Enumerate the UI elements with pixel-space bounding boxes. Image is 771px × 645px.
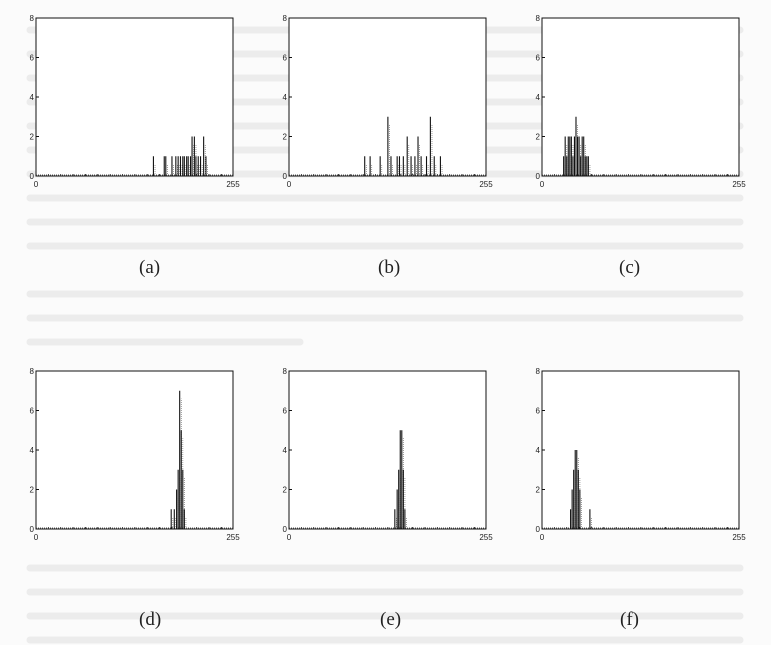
y-tick-label: 6	[283, 407, 288, 416]
y-tick-label: 2	[283, 133, 288, 142]
y-tick-label: 8	[30, 14, 35, 23]
caption-f: (f)	[620, 609, 639, 630]
y-tick-label: 8	[283, 14, 288, 23]
y-tick-label: 0	[283, 525, 288, 534]
x-tick-label: 255	[479, 533, 493, 542]
y-tick-label: 4	[536, 446, 541, 455]
y-tick-label: 8	[536, 367, 541, 376]
histogram-panel-b: 0 2 4 6 8 0 255	[283, 12, 494, 192]
caption-e: (e)	[380, 609, 402, 630]
histogram-chart-f: 0 2 4 6 8 0 255	[536, 367, 747, 542]
y-tick-label: 6	[30, 407, 35, 416]
y-tick-label: 4	[30, 93, 35, 102]
x-tick-label: 255	[226, 180, 240, 189]
caption-a: (a)	[139, 257, 161, 278]
plot-frame	[35, 370, 234, 530]
caption-d: (d)	[139, 609, 162, 630]
histogram-panel-c: 0 2 4 6 8 0 255	[536, 12, 747, 192]
y-tick-label: 2	[30, 133, 35, 142]
y-tick-label: 6	[283, 54, 288, 63]
x-tick-label: 255	[226, 533, 240, 542]
y-tick-label: 0	[30, 172, 35, 181]
histogram-panel-e: 0 2 4 6 8 0 255	[283, 365, 494, 545]
x-tick-label: 255	[479, 180, 493, 189]
plot-frame	[541, 370, 740, 530]
caption-b: (b)	[378, 257, 401, 278]
plot-frame	[288, 370, 487, 530]
histogram-chart-c: 0 2 4 6 8 0 255	[536, 14, 747, 189]
histogram-chart-b: 0 2 4 6 8 0 255	[283, 14, 494, 189]
y-tick-label: 0	[283, 172, 288, 181]
y-tick-label: 0	[536, 172, 541, 181]
y-tick-label: 2	[30, 486, 35, 495]
y-tick-label: 0	[536, 525, 541, 534]
histogram-panel-a: 0 2 4 6 8 0 255	[30, 12, 241, 192]
histogram-chart-a: 0 2 4 6 8 0 255	[30, 14, 241, 189]
caption-c: (c)	[619, 257, 641, 278]
histogram-panel-f: 0 2 4 6 8 0 255	[536, 365, 747, 545]
y-tick-label: 4	[283, 93, 288, 102]
y-tick-label: 6	[536, 407, 541, 416]
x-tick-label: 0	[287, 533, 292, 542]
y-tick-label: 4	[30, 446, 35, 455]
histogram-panel-d: 0 2 4 6 8 0 255	[30, 365, 241, 545]
x-tick-label: 0	[540, 180, 545, 189]
histogram-chart-d: 0 2 4 6 8 0 255	[30, 367, 241, 542]
y-tick-label: 6	[30, 54, 35, 63]
x-tick-label: 0	[34, 180, 39, 189]
x-tick-label: 0	[287, 180, 292, 189]
y-tick-label: 8	[283, 367, 288, 376]
plot-frame	[35, 17, 234, 177]
y-tick-label: 8	[30, 367, 35, 376]
y-tick-label: 2	[536, 133, 541, 142]
y-tick-label: 8	[536, 14, 541, 23]
x-tick-label: 0	[540, 533, 545, 542]
y-tick-label: 2	[536, 486, 541, 495]
y-tick-label: 4	[536, 93, 541, 102]
x-tick-label: 0	[34, 533, 39, 542]
x-tick-label: 255	[732, 180, 746, 189]
y-tick-label: 0	[30, 525, 35, 534]
histogram-chart-e: 0 2 4 6 8 0 255	[283, 367, 494, 542]
x-tick-label: 255	[732, 533, 746, 542]
y-tick-label: 4	[283, 446, 288, 455]
y-tick-label: 6	[536, 54, 541, 63]
y-tick-label: 2	[283, 486, 288, 495]
